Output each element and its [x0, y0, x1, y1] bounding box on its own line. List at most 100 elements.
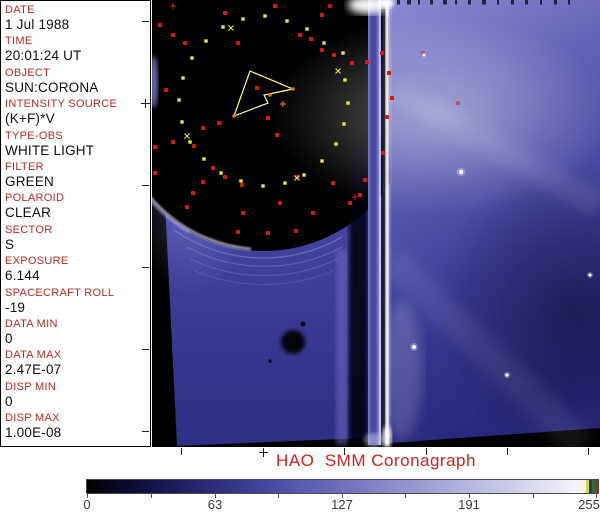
yellow-ring-dot: [181, 76, 185, 80]
left-axis-tick: [142, 267, 149, 268]
yellow-ring-dot: [261, 184, 265, 188]
field-value: WHITE LIGHT: [5, 142, 95, 158]
yellow-ring-dot: [334, 142, 338, 146]
colorbar-end-stripe: [583, 480, 586, 493]
field-row: OBJECT SUN:CORONA: [5, 67, 150, 98]
red-fiducial-dot: [387, 71, 391, 75]
red-fiducial-dot: [171, 33, 175, 37]
field-value: S: [5, 236, 15, 252]
vertical-streak: [348, 0, 394, 447]
polygon-vertex-dot: [268, 93, 272, 97]
red-fiducial-dot: [191, 191, 195, 195]
colorbar: [86, 479, 599, 494]
red-fiducial-dot: [211, 166, 215, 170]
red-fiducial-dot: [255, 86, 259, 90]
colorbar-tick: [151, 494, 152, 498]
red-fiducial-dot: [456, 101, 460, 105]
field-value: 0: [5, 393, 13, 409]
field-label: TYPE-OBS: [5, 129, 64, 142]
red-fiducial-dot: [381, 151, 385, 155]
left-axis-tick: [142, 349, 149, 350]
colorbar-tick: [87, 494, 88, 498]
fiducial-polygon: [232, 70, 296, 118]
film-edge-notch: [397, 0, 400, 5]
coronagraph-svg: [152, 0, 600, 447]
film-edge-notch: [525, 0, 528, 5]
bottom-axis-tick: [344, 448, 345, 455]
field-label: EXPOSURE: [5, 255, 69, 268]
field-label: DATE: [5, 4, 35, 16]
metadata-sidebar: DATE 1 Jul 1988 TIME 20:01:24 UT OBJECT SUN:C…: [0, 0, 151, 447]
field-value: 2.47E-07: [5, 362, 62, 378]
red-fiducial-dot: [390, 96, 394, 100]
field-label: POLAROID: [5, 192, 65, 205]
polygon-vertex-dot: [232, 114, 236, 118]
yellow-ring-dot: [188, 140, 192, 144]
yellow-ring-dot: [346, 101, 350, 105]
red-plus-mark: [352, 194, 358, 200]
field-value: 0: [5, 330, 13, 346]
red-fiducial-dot: [332, 53, 336, 57]
film-edge-notch: [455, 0, 457, 5]
field-value: (K+F)*V: [5, 111, 55, 127]
red-fiducial-dot: [266, 231, 270, 235]
yellow-ring-dot: [177, 98, 181, 102]
star-dot: [588, 273, 592, 277]
bottom-axis-tick: [588, 448, 589, 455]
yellow-ring-dot: [204, 39, 208, 43]
film-edge-notch: [418, 0, 420, 5]
bottom-axis-tick: [426, 448, 427, 455]
yellow-ring-dot: [190, 56, 194, 60]
red-fiducial-dot: [298, 33, 302, 37]
red-fiducial-dot: [348, 201, 352, 205]
yellow-ring-dot: [322, 41, 326, 45]
red-fiducial-dot: [328, 4, 332, 8]
field-label: FILTER: [5, 160, 44, 173]
red-fiducial-dot: [266, 116, 270, 120]
field-row: INTENSITY SOURCE (K+F)*V: [5, 98, 150, 129]
field-label: TIME: [5, 35, 33, 48]
red-fiducial-dot: [171, 140, 175, 144]
yellow-ring-dot: [239, 179, 243, 183]
film-edge-notch: [568, 0, 570, 5]
yellow-ring-dot: [320, 159, 324, 163]
film-edge-notch: [554, 0, 557, 5]
field-row: SECTOR S: [5, 224, 150, 255]
field-label: OBJECT: [5, 66, 51, 79]
orange-plus-mark: [280, 101, 286, 107]
edge-glow: [152, 56, 158, 108]
field-value: 1.00E-08: [5, 425, 62, 441]
red-fiducial-dot: [380, 51, 384, 55]
field-value: SUN:CORONA: [5, 79, 99, 95]
field-row: EXPOSURE 6.144: [5, 255, 150, 286]
colorbar-end-stripe: [592, 480, 595, 493]
left-axis-tick: [142, 431, 149, 432]
colorbar-label: 127: [331, 497, 353, 512]
red-fiducial-dot: [385, 115, 389, 119]
yellow-x-mark: [184, 133, 190, 139]
colorbar-tick: [469, 494, 470, 498]
disk-bright-rim: [152, 197, 252, 251]
image-title: HAO SMM Coronagraph: [276, 451, 476, 470]
film-edge-notch: [511, 0, 514, 5]
yellow-ring-dot: [302, 173, 306, 177]
colorbar-label: 191: [458, 497, 480, 512]
yellow-ring-dot: [263, 14, 267, 18]
field-label: INTENSITY SOURCE: [5, 98, 118, 111]
field-value: -19: [5, 299, 26, 315]
field-row: DISP MIN 0: [5, 381, 150, 412]
film-edge-notch: [430, 0, 433, 5]
colorbar-tick: [405, 494, 406, 498]
film-edge-notch: [443, 0, 447, 5]
left-axis-tick: [142, 185, 149, 186]
red-fiducial-dot: [331, 181, 335, 185]
red-fiducial-dot: [294, 229, 298, 233]
film-edge-notch: [482, 0, 486, 5]
red-fiducial-dot: [223, 175, 227, 179]
coronagraph-image: [152, 0, 600, 447]
film-edge-notch: [407, 0, 411, 5]
red-fiducial-dot: [273, 4, 277, 8]
bottom-axis-tick: [181, 448, 182, 455]
film-edge-notch: [497, 0, 499, 5]
field-label: DISP MIN: [5, 380, 57, 393]
